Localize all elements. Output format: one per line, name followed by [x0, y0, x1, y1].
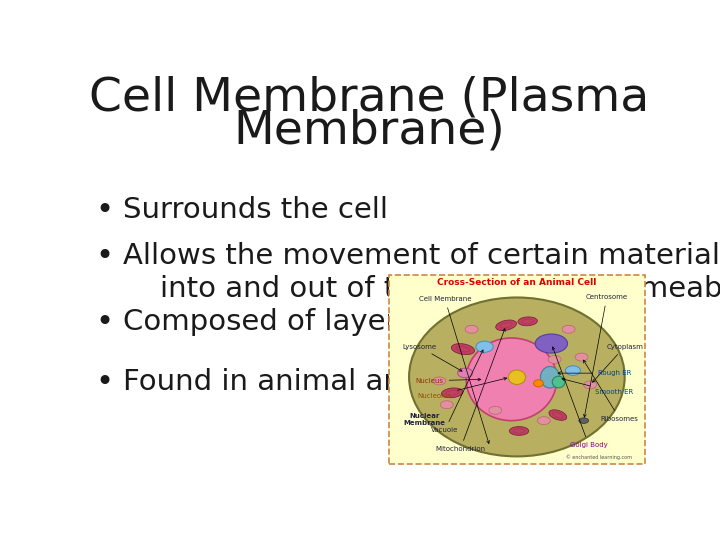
Ellipse shape [508, 370, 526, 384]
Ellipse shape [441, 388, 463, 398]
Text: Membrane): Membrane) [233, 109, 505, 153]
Text: Cell Membrane: Cell Membrane [419, 296, 490, 443]
Ellipse shape [548, 355, 561, 363]
Text: © enchanted learning.com: © enchanted learning.com [567, 455, 632, 460]
Ellipse shape [476, 341, 493, 352]
Ellipse shape [565, 366, 580, 375]
Ellipse shape [465, 325, 478, 333]
Ellipse shape [509, 427, 528, 435]
Text: Nucleus: Nucleus [415, 377, 481, 384]
Text: Surrounds the cell: Surrounds the cell [124, 196, 389, 224]
Bar [389, 275, 645, 464]
Ellipse shape [458, 368, 472, 378]
Text: Composed of layers: Composed of layers [124, 308, 413, 336]
Ellipse shape [489, 406, 502, 414]
Text: •: • [95, 241, 113, 271]
Text: Cell Membrane (Plasma: Cell Membrane (Plasma [89, 75, 649, 120]
Ellipse shape [579, 418, 588, 423]
Text: Allows the movement of certain material
    into and out of the cell (semi-perme: Allows the movement of certain material … [124, 241, 720, 303]
Text: •: • [95, 196, 113, 225]
Ellipse shape [534, 380, 544, 387]
Text: Lysosome: Lysosome [402, 343, 462, 371]
Ellipse shape [541, 367, 559, 388]
Ellipse shape [518, 317, 537, 326]
Ellipse shape [467, 338, 557, 421]
Ellipse shape [409, 298, 625, 456]
Text: Rough ER: Rough ER [558, 370, 631, 376]
Ellipse shape [451, 343, 474, 355]
Text: Cross-Section of an Animal Cell: Cross-Section of an Animal Cell [437, 278, 597, 287]
Ellipse shape [584, 381, 597, 389]
Text: Ribosomes: Ribosomes [583, 360, 639, 422]
Ellipse shape [575, 353, 588, 361]
Text: Vacuole: Vacuole [431, 350, 483, 433]
Ellipse shape [562, 325, 575, 333]
Ellipse shape [552, 376, 565, 388]
Ellipse shape [537, 417, 550, 424]
Ellipse shape [549, 410, 567, 420]
Text: Mitochondrion: Mitochondrion [436, 329, 505, 452]
Text: Smooth ER: Smooth ER [562, 378, 634, 395]
Text: Nuclear
Membrane: Nuclear Membrane [403, 413, 446, 426]
Text: Found in animal and plant: Found in animal and plant [124, 368, 505, 396]
Text: •: • [95, 368, 113, 397]
Text: Nucleolus: Nucleolus [418, 377, 507, 399]
Ellipse shape [433, 377, 446, 385]
Text: Centrosome: Centrosome [583, 294, 628, 417]
Text: Cytoplasm: Cytoplasm [593, 343, 643, 382]
Ellipse shape [441, 401, 454, 409]
Text: •: • [95, 308, 113, 337]
Text: Golgi Body: Golgi Body [552, 347, 608, 448]
Ellipse shape [535, 334, 567, 353]
Ellipse shape [496, 320, 516, 330]
